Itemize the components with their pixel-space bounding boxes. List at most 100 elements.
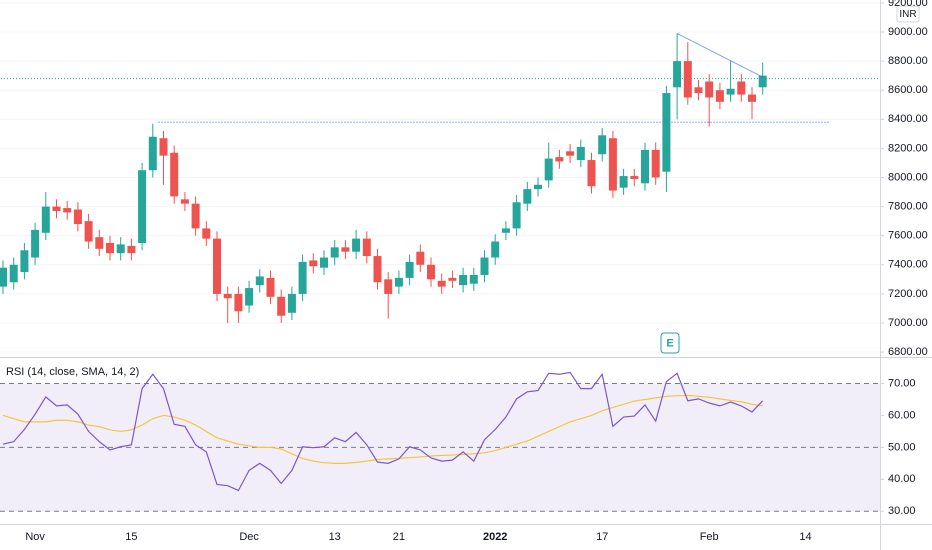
candle-body — [127, 245, 136, 254]
x-tick-label: Dec — [239, 531, 259, 543]
candle-body — [469, 274, 478, 284]
x-tick-label: 17 — [596, 531, 608, 543]
candle-body — [223, 293, 232, 299]
candle-body — [683, 61, 692, 98]
candle-body — [320, 257, 328, 268]
candle-body — [566, 151, 575, 156]
candle-body — [737, 81, 746, 95]
y-tick-label: 9200.00 — [888, 0, 928, 9]
y-tick-label: 60.00 — [888, 409, 916, 421]
rsi-line — [2, 394, 763, 464]
candle-body — [191, 203, 200, 229]
candle-body — [619, 176, 628, 188]
candle-body — [416, 251, 425, 265]
x-tick-label: 2022 — [483, 531, 507, 543]
candle-body — [544, 158, 553, 181]
rsi-title: RSI (14, close, SMA, 14, 2) — [6, 366, 139, 378]
candle-body — [427, 264, 435, 280]
candle-body — [662, 93, 671, 172]
candle-body — [41, 206, 50, 233]
candle-body — [651, 149, 660, 178]
candle-body — [715, 90, 724, 102]
candle-body — [106, 242, 114, 254]
rsi-line — [2, 371, 764, 492]
currency-label: INR — [899, 9, 916, 20]
candle-body — [523, 189, 532, 204]
candle-body — [213, 238, 221, 294]
candle-body — [362, 238, 371, 257]
candle-body — [255, 276, 264, 286]
candle-body — [758, 75, 767, 88]
candle-body — [555, 157, 564, 162]
candle-body — [170, 152, 179, 197]
x-tick-label: 21 — [393, 531, 405, 543]
candle-body — [287, 293, 296, 313]
y-tick-label: 40.00 — [888, 473, 916, 485]
candle-body — [0, 267, 7, 287]
candle-body — [694, 87, 703, 94]
earnings-badge[interactable] — [660, 332, 680, 354]
x-tick-label: 14 — [799, 531, 811, 543]
x-tick-label: Feb — [700, 531, 719, 543]
candle-body — [641, 149, 649, 184]
candle-body — [148, 136, 157, 171]
candle-body — [705, 81, 714, 98]
candle-body — [630, 176, 639, 179]
candle-body — [480, 257, 489, 275]
y-tick-label: 8200.00 — [888, 142, 928, 154]
candle-body — [95, 237, 104, 249]
candle-body — [748, 94, 756, 102]
candle-body — [52, 206, 61, 211]
candle-body — [63, 208, 72, 213]
y-tick-label: 7400.00 — [888, 259, 928, 271]
y-tick-label: 8400.00 — [888, 113, 928, 125]
candle-body — [448, 277, 457, 281]
x-tick-label: Nov — [25, 531, 45, 543]
y-tick-label: 8600.00 — [888, 84, 928, 96]
earnings-label[interactable]: E — [666, 337, 673, 349]
x-tick-label: 15 — [125, 531, 137, 543]
candle-body — [587, 160, 596, 187]
y-tick-label: 7600.00 — [888, 230, 928, 242]
candle-body — [298, 261, 307, 294]
candle-body — [352, 238, 361, 252]
candle-body — [394, 277, 403, 287]
candle-body — [534, 184, 542, 190]
candle-body — [277, 296, 286, 316]
candle-body — [437, 280, 446, 287]
candle-body — [202, 228, 211, 239]
candle-body — [309, 260, 318, 267]
candle-body — [341, 247, 350, 252]
y-tick-label: 8800.00 — [888, 55, 928, 67]
candle-body — [73, 209, 82, 225]
x-tick-label: 13 — [329, 531, 341, 543]
y-tick-label: 6800.00 — [888, 346, 928, 358]
y-tick-label: 7000.00 — [888, 317, 928, 329]
candle-body — [491, 241, 500, 258]
y-tick-label: 7200.00 — [888, 288, 928, 300]
candle-body — [576, 146, 585, 161]
candle-body — [234, 293, 243, 312]
candle-body — [31, 229, 40, 258]
candle-body — [9, 264, 18, 283]
candle-body — [598, 135, 607, 155]
y-tick-label: 8000.00 — [888, 171, 928, 183]
candle-body — [373, 256, 382, 283]
candle-body — [20, 250, 29, 273]
candle-body — [245, 288, 254, 306]
candle-body — [673, 61, 682, 88]
trend-line — [676, 33, 763, 78]
candle-body — [512, 202, 521, 229]
candle-body — [116, 244, 125, 254]
candle-body — [405, 261, 414, 278]
candle-body — [459, 274, 468, 286]
candle-body — [330, 247, 339, 258]
candle-body — [138, 170, 147, 243]
candle-body — [84, 221, 93, 242]
y-tick-label: 30.00 — [888, 505, 916, 517]
y-tick-label: 7800.00 — [888, 201, 928, 213]
candle-body — [266, 277, 275, 297]
candle-body — [726, 88, 735, 95]
